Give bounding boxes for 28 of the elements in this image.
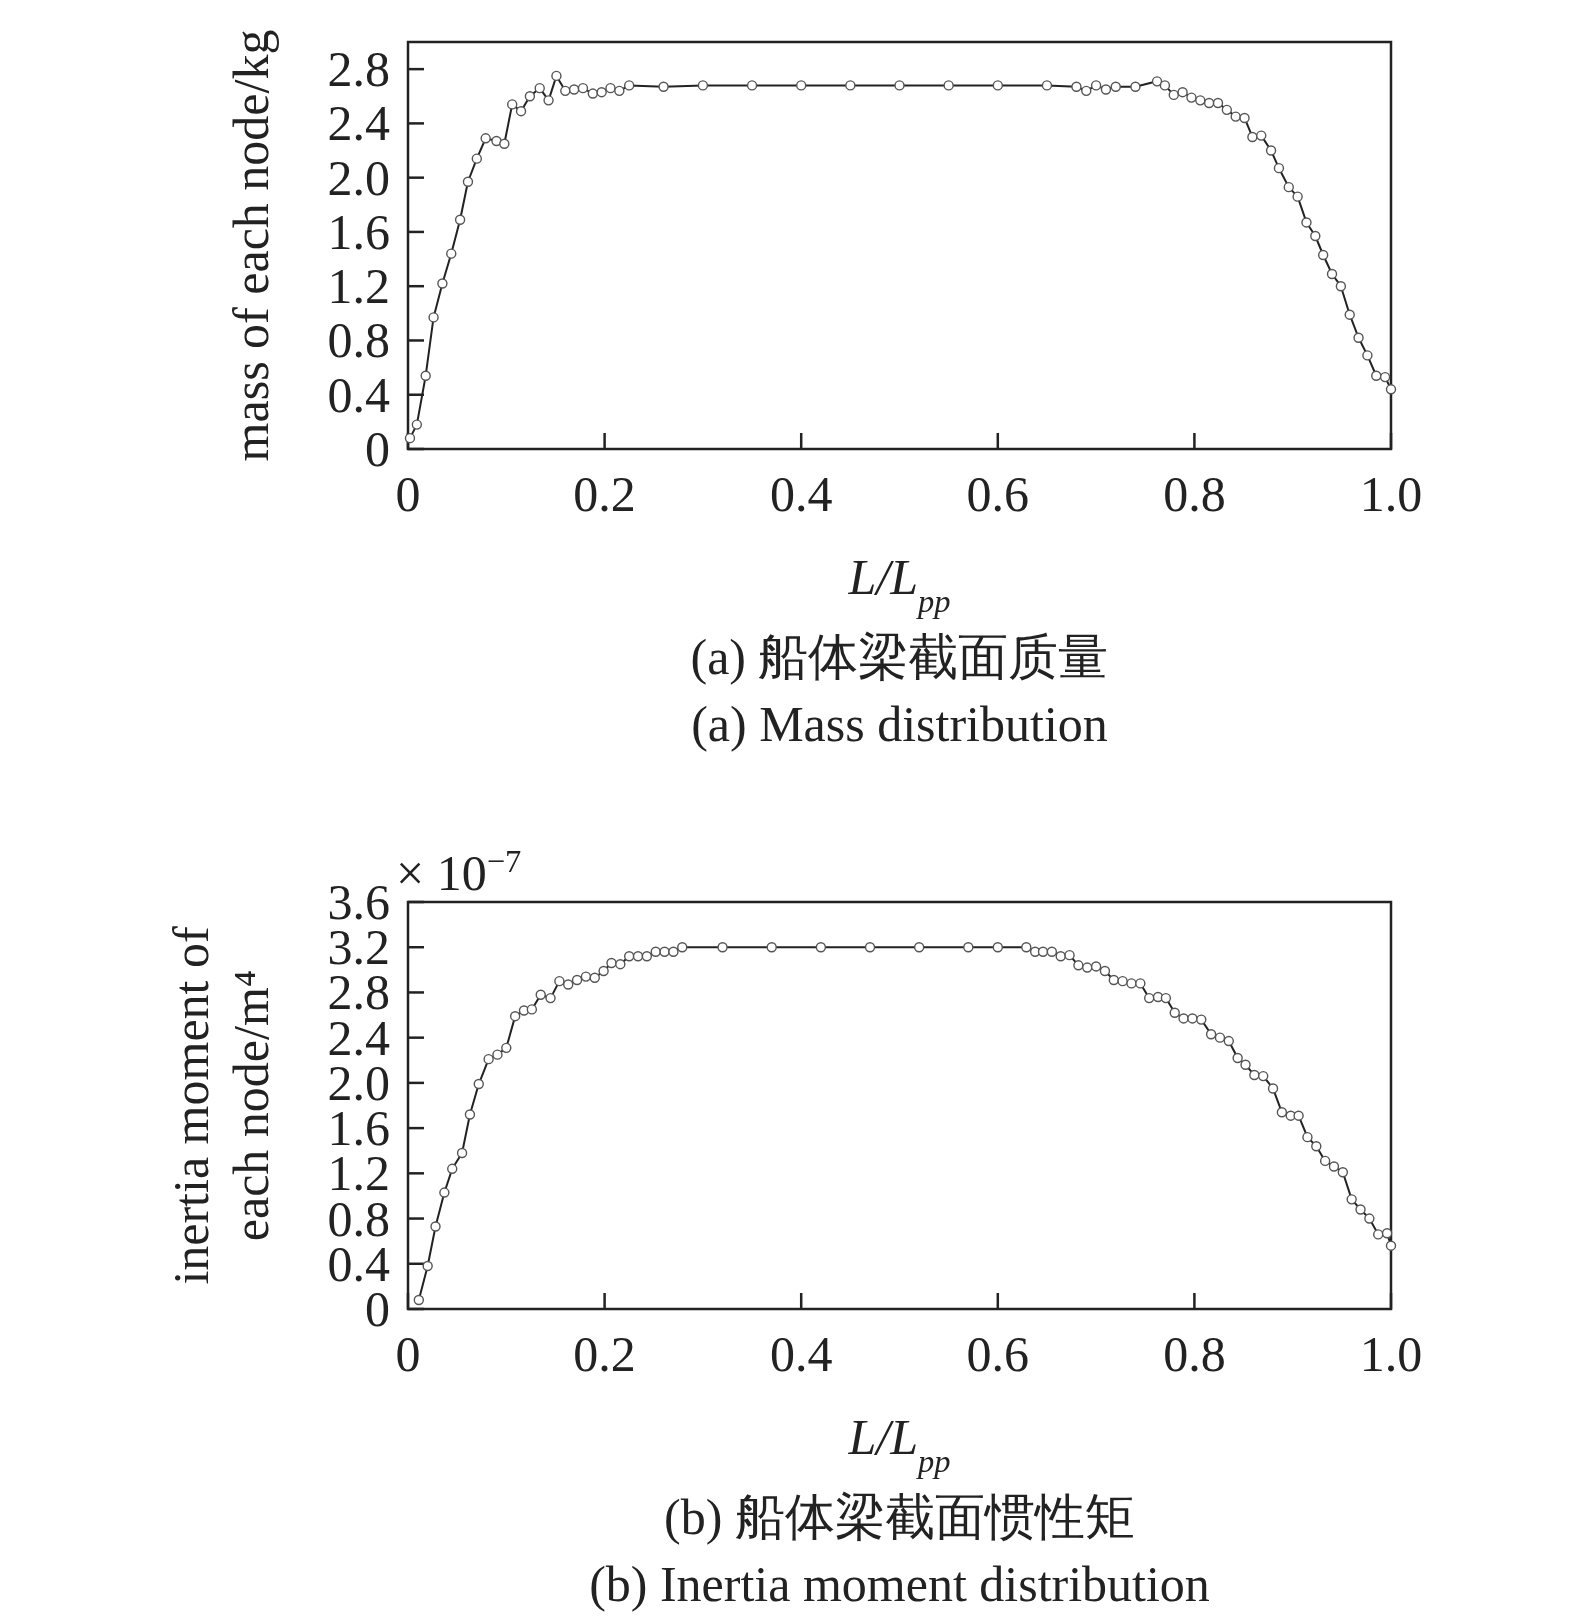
y-tick-label: 0.8 — [327, 312, 390, 369]
x-tick-label: 0.4 — [769, 1326, 833, 1382]
x-tick-label: 0.4 — [769, 466, 833, 522]
y-tick-label: 0 — [365, 1281, 390, 1337]
text: (b) 船体梁截面惯性矩 — [664, 1489, 1135, 1545]
x-tick-label: 0.2 — [573, 466, 636, 522]
y-tick-label: 2.0 — [327, 149, 390, 206]
y-axis-title: inertia moment of each node/m⁴ — [163, 926, 279, 1285]
x-tick-label: 1.0 — [1359, 466, 1423, 522]
x-axis-title: L/L$_{pp}$ — [847, 549, 951, 619]
x-tick-label: 0.8 — [1163, 466, 1226, 522]
x-tick-label: 0.6 — [966, 1326, 1030, 1382]
text: (b) Inertia moment distribution — [589, 1556, 1210, 1612]
y-tick-label: 0.4 — [327, 366, 390, 423]
text: (a) 船体梁截面质量 — [690, 629, 1109, 685]
x-tick-label: 0.2 — [573, 1326, 636, 1382]
y-axis-title: mass of each node/kg — [223, 29, 279, 462]
y-tick-label: 0 — [365, 421, 390, 477]
x-tick-label: 0.8 — [1163, 1326, 1226, 1382]
x-tick-label: 0.6 — [966, 466, 1030, 522]
y-tick-label: 2.8 — [327, 41, 390, 98]
y-tick-label: 1.6 — [327, 203, 390, 260]
x-axis-title: L/L$_{pp}$ — [847, 1409, 951, 1479]
text: × 10$^{−7}$ — [396, 843, 522, 901]
y-tick-label: 1.2 — [327, 258, 390, 315]
text: (a) Mass distribution — [691, 696, 1108, 752]
x-tick-label: 1.0 — [1359, 1326, 1423, 1382]
y-tick-label: 2.4 — [327, 95, 390, 152]
